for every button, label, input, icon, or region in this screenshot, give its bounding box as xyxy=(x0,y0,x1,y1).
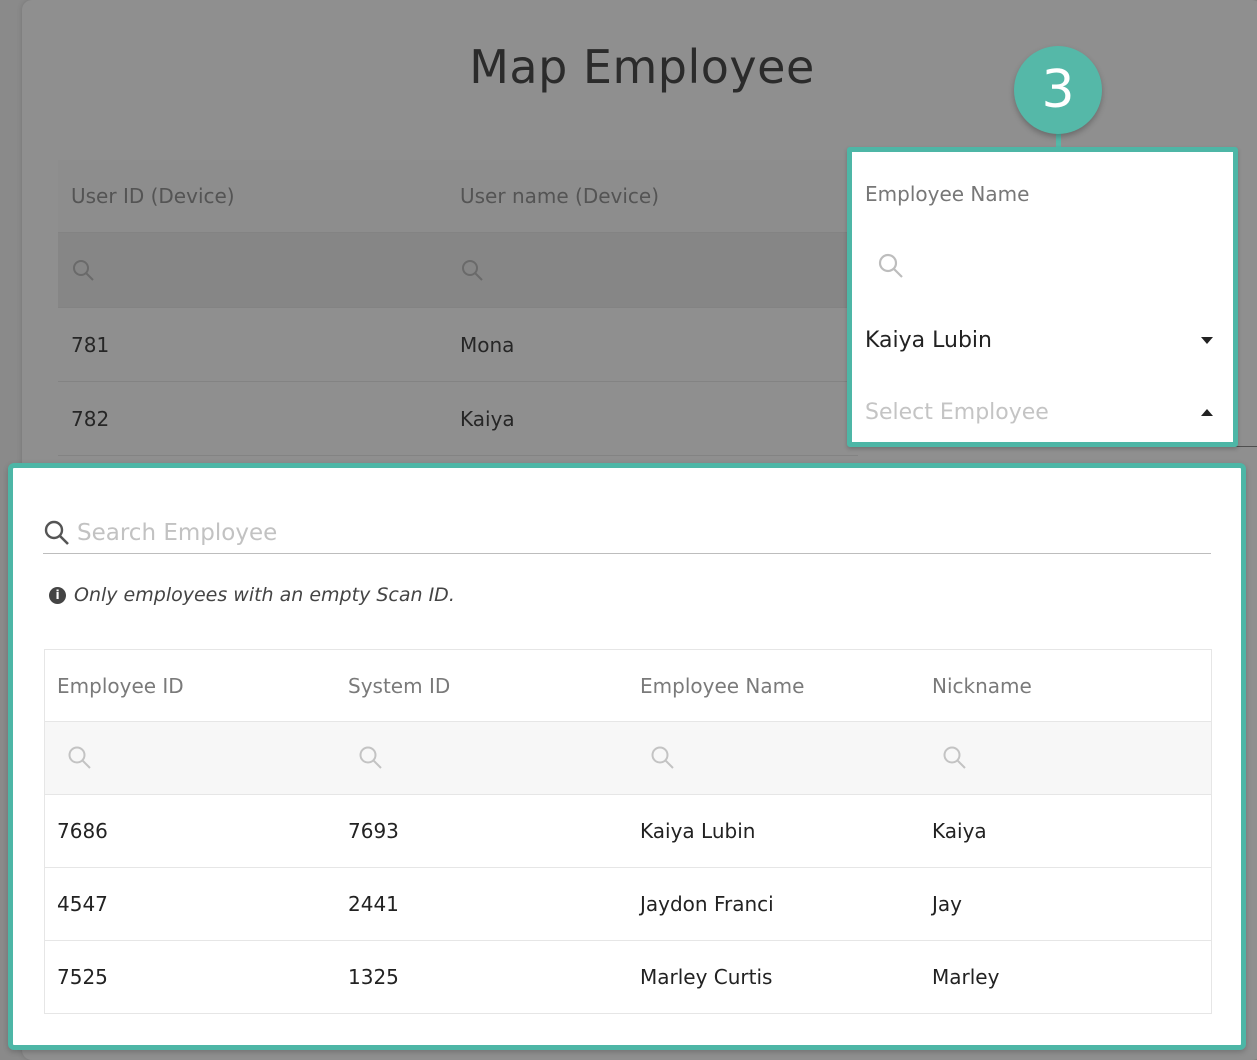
caret-down-icon xyxy=(1201,336,1213,344)
employee-select-open[interactable]: Select Employee xyxy=(865,392,1213,432)
search-icon xyxy=(44,520,69,545)
column-header-user-name: User name (Device) xyxy=(460,184,660,208)
select-employee-placeholder: Select Employee xyxy=(865,399,1049,425)
table-row[interactable]: 7525 1325 Marley Curtis Marley xyxy=(45,941,1211,1013)
table-row[interactable]: 7686 7693 Kaiya Lubin Kaiya xyxy=(45,795,1211,868)
column-header-employee-id: Employee ID xyxy=(57,673,184,698)
employee-select-selected[interactable]: Kaiya Lubin xyxy=(865,320,1213,360)
user-id-cell: 782 xyxy=(71,406,110,431)
system-id-cell: 1325 xyxy=(348,965,399,989)
system-id-cell: 7693 xyxy=(348,819,399,843)
nickname-cell: Marley xyxy=(932,965,1000,989)
search-icon xyxy=(943,746,966,769)
step-badge: 3 xyxy=(1014,46,1102,134)
column-header-employee-name: Employee Name xyxy=(640,673,805,698)
table-row[interactable]: 4547 2441 Jaydon Franci Jay xyxy=(45,868,1211,941)
filter-system-id[interactable] xyxy=(348,722,384,794)
dialog-title: Map Employee xyxy=(469,40,815,94)
employee-id-cell: 4547 xyxy=(57,892,108,916)
search-icon[interactable] xyxy=(877,252,905,280)
table-row[interactable]: 781 Mona xyxy=(58,308,858,382)
filter-user-name[interactable] xyxy=(460,233,484,307)
employee-name-cell: Kaiya Lubin xyxy=(640,819,756,843)
employee-name-label: Employee Name xyxy=(865,182,1030,206)
search-icon xyxy=(651,746,674,769)
search-icon xyxy=(462,260,483,281)
user-name-cell: Mona xyxy=(460,332,515,357)
table-header-row: Employee ID System ID Employee Name Nick… xyxy=(45,650,1211,722)
user-id-cell: 781 xyxy=(71,332,110,357)
table-filter-row xyxy=(58,233,858,308)
employee-id-cell: 7686 xyxy=(57,819,108,843)
employee-search-box xyxy=(43,513,1211,554)
badge-connector xyxy=(1056,130,1061,148)
search-icon xyxy=(73,260,94,281)
filter-employee-name[interactable] xyxy=(640,722,676,794)
system-id-cell: 2441 xyxy=(348,892,399,916)
employee-search-input[interactable] xyxy=(75,513,979,553)
selected-employee-value: Kaiya Lubin xyxy=(865,327,992,353)
employee-dropdown-panel: i Only employees with an empty Scan ID. … xyxy=(8,463,1246,1050)
caret-up-icon xyxy=(1201,408,1213,416)
column-header-system-id: System ID xyxy=(348,673,451,698)
info-icon: i xyxy=(49,586,66,604)
filter-user-id[interactable] xyxy=(71,233,95,307)
filter-employee-id[interactable] xyxy=(57,722,93,794)
scan-id-note: i Only employees with an empty Scan ID. xyxy=(49,584,455,606)
column-header-nickname: Nickname xyxy=(932,673,1032,698)
employee-table: Employee ID System ID Employee Name Nick… xyxy=(44,649,1212,1014)
note-text: Only employees with an empty Scan ID. xyxy=(74,584,455,606)
employee-name-field-card: Employee Name Kaiya Lubin Select Employe… xyxy=(847,147,1238,447)
table-row[interactable]: 782 Kaiya xyxy=(58,382,858,456)
nickname-cell: Kaiya xyxy=(932,819,987,843)
device-user-table: User ID (Device) User name (Device) 781 … xyxy=(58,160,858,456)
filter-nickname[interactable] xyxy=(932,722,968,794)
employee-name-cell: Jaydon Franci xyxy=(640,892,774,916)
employee-id-cell: 7525 xyxy=(57,965,108,989)
search-icon xyxy=(359,746,382,769)
table-header-row: User ID (Device) User name (Device) xyxy=(58,160,858,233)
user-name-cell: Kaiya xyxy=(460,406,515,431)
column-header-user-id: User ID (Device) xyxy=(71,184,235,208)
nickname-cell: Jay xyxy=(932,892,962,916)
search-icon xyxy=(68,746,91,769)
table-filter-row xyxy=(45,722,1211,795)
employee-name-cell: Marley Curtis xyxy=(640,965,773,989)
